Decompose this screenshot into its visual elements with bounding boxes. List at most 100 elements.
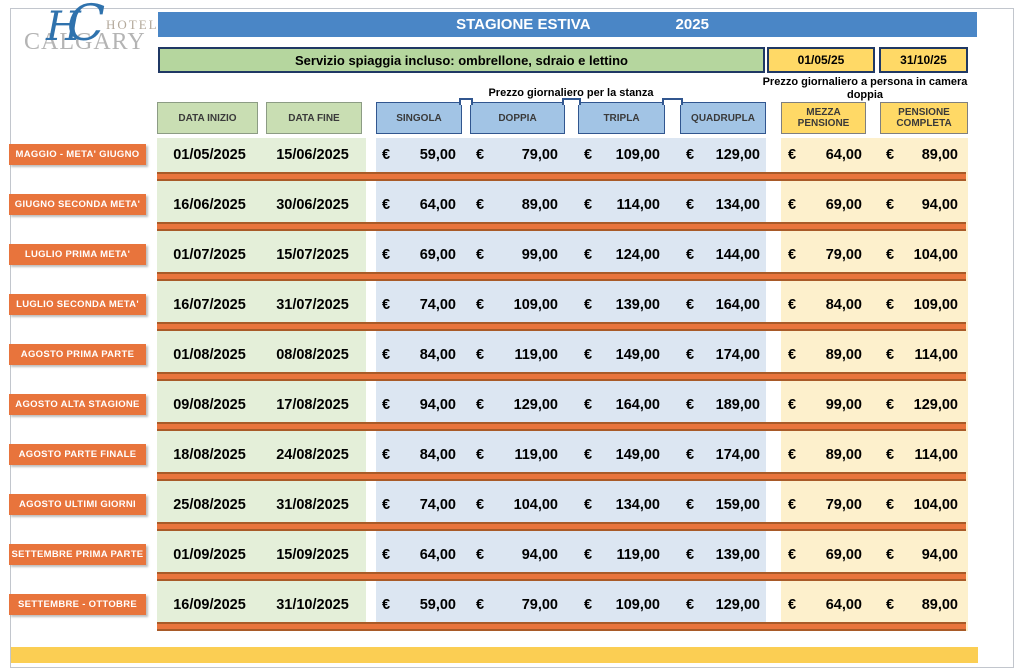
- euro-symbol: €: [382, 246, 391, 263]
- euro-symbol: €: [382, 596, 391, 613]
- euro-symbol: €: [476, 446, 485, 463]
- euro-symbol: €: [686, 296, 695, 313]
- person-price-group-label: Prezzo giornaliero a persona in camera d…: [762, 76, 968, 101]
- euro-symbol: €: [788, 196, 797, 213]
- season-label: LUGLIO SECONDA META': [9, 294, 146, 315]
- table-row: SETTEMBRE - OTTOBRE 16/09/2025 31/10/202…: [0, 588, 1024, 632]
- date-end-cell: 15/09/2025: [276, 546, 349, 563]
- euro-symbol: €: [886, 496, 895, 513]
- price-cell-quadrupla: € 134,00: [686, 188, 760, 221]
- price-value: 114,00: [914, 346, 958, 363]
- row-divider: [157, 222, 966, 231]
- date-end-cell: 30/06/2025: [276, 196, 349, 213]
- price-value: 64,00: [825, 596, 862, 613]
- price-value: 84,00: [419, 346, 456, 363]
- euro-symbol: €: [686, 446, 695, 463]
- season-label: AGOSTO PRIMA PARTE: [9, 344, 146, 365]
- price-cell-mezza-pensione: € 69,00: [788, 538, 862, 571]
- euro-symbol: €: [886, 596, 895, 613]
- price-cell-tripla: € 109,00: [584, 138, 660, 171]
- column-header-pensione-completa: PENSIONE COMPLETA: [880, 102, 968, 134]
- price-cell-tripla: € 149,00: [584, 438, 660, 471]
- price-value: 89,00: [825, 446, 862, 463]
- euro-symbol: €: [584, 296, 593, 313]
- header-gap-notch: [562, 98, 581, 105]
- price-cell-pensione-completa: € 104,00: [886, 238, 958, 271]
- price-cell-tripla: € 114,00: [584, 188, 660, 221]
- column-header-mezza-pensione: MEZZA PENSIONE: [781, 102, 866, 134]
- logo-monogram-c: C: [66, 0, 106, 52]
- header-gap-notch: [459, 98, 473, 105]
- price-value: 119,00: [616, 546, 660, 563]
- bottom-gold-bar: [11, 647, 978, 663]
- price-value: 59,00: [419, 146, 456, 163]
- price-cell-singola: € 94,00: [382, 388, 456, 421]
- price-value: 109,00: [615, 596, 660, 613]
- logo-monogram-h: H: [46, 4, 81, 50]
- service-banner: Servizio spiaggia incluso: ombrellone, s…: [158, 47, 765, 73]
- season-year: 2025: [675, 16, 709, 33]
- season-label: AGOSTO ULTIMI GIORNI: [9, 494, 146, 515]
- euro-symbol: €: [788, 296, 797, 313]
- date-end-cell: 15/06/2025: [276, 146, 349, 163]
- season-label: MAGGIO - META' GIUGNO: [9, 144, 146, 165]
- date-end-cell: 24/08/2025: [276, 446, 349, 463]
- price-value: 79,00: [521, 146, 558, 163]
- price-value: 94,00: [419, 396, 456, 413]
- price-value: 64,00: [419, 196, 456, 213]
- euro-symbol: €: [886, 446, 895, 463]
- euro-symbol: €: [584, 496, 593, 513]
- price-cell-singola: € 74,00: [382, 288, 456, 321]
- date-start-cell: 01/05/2025: [173, 146, 246, 163]
- price-value: 59,00: [419, 596, 456, 613]
- date-end-cell: 31/07/2025: [276, 296, 349, 313]
- euro-symbol: €: [584, 446, 593, 463]
- euro-symbol: €: [788, 446, 797, 463]
- season-label: SETTEMBRE PRIMA PARTE: [9, 544, 146, 565]
- euro-symbol: €: [788, 596, 797, 613]
- price-cell-doppia: € 109,00: [476, 288, 558, 321]
- price-value: 94,00: [921, 196, 958, 213]
- price-value: 129,00: [715, 596, 760, 613]
- logo-monogram-icon: HC: [46, 0, 105, 48]
- price-cell-singola: € 69,00: [382, 238, 456, 271]
- price-value: 69,00: [825, 546, 862, 563]
- column-header-singola: SINGOLA: [376, 102, 462, 134]
- price-value: 84,00: [419, 446, 456, 463]
- price-cell-mezza-pensione: € 69,00: [788, 188, 862, 221]
- price-value: 89,00: [921, 146, 958, 163]
- price-value: 129,00: [715, 146, 760, 163]
- price-cell-mezza-pensione: € 89,00: [788, 338, 862, 371]
- price-value: 144,00: [715, 246, 760, 263]
- euro-symbol: €: [886, 396, 895, 413]
- price-cell-tripla: € 124,00: [584, 238, 660, 271]
- price-cell-quadrupla: € 144,00: [686, 238, 760, 271]
- price-cell-mezza-pensione: € 79,00: [788, 488, 862, 521]
- date-start-cell: 16/06/2025: [173, 196, 246, 213]
- date-end-cell: 15/07/2025: [276, 246, 349, 263]
- price-value: 114,00: [616, 196, 660, 213]
- price-cell-mezza-pensione: € 79,00: [788, 238, 862, 271]
- euro-symbol: €: [788, 496, 797, 513]
- price-cell-mezza-pensione: € 64,00: [788, 588, 862, 621]
- row-divider: [157, 572, 966, 581]
- price-cell-tripla: € 119,00: [584, 538, 660, 571]
- row-divider: [157, 322, 966, 331]
- season-end-date: 31/10/25: [879, 47, 968, 73]
- price-value: 104,00: [513, 496, 558, 513]
- column-header-quadrupla: QUADRUPLA: [680, 102, 766, 134]
- euro-symbol: €: [476, 496, 485, 513]
- price-value: 64,00: [419, 546, 456, 563]
- date-end-cell: 08/08/2025: [276, 346, 349, 363]
- table-row: LUGLIO PRIMA META' 01/07/2025 15/07/2025…: [0, 238, 1024, 282]
- price-cell-pensione-completa: € 94,00: [886, 188, 958, 221]
- euro-symbol: €: [476, 146, 485, 163]
- price-value: 69,00: [419, 246, 456, 263]
- price-cell-tripla: € 149,00: [584, 338, 660, 371]
- euro-symbol: €: [476, 396, 485, 413]
- date-start-cell: 16/07/2025: [173, 296, 246, 313]
- price-value: 109,00: [913, 296, 958, 313]
- date-end-cell: 31/08/2025: [276, 496, 349, 513]
- euro-symbol: €: [886, 296, 895, 313]
- price-value: 94,00: [921, 546, 958, 563]
